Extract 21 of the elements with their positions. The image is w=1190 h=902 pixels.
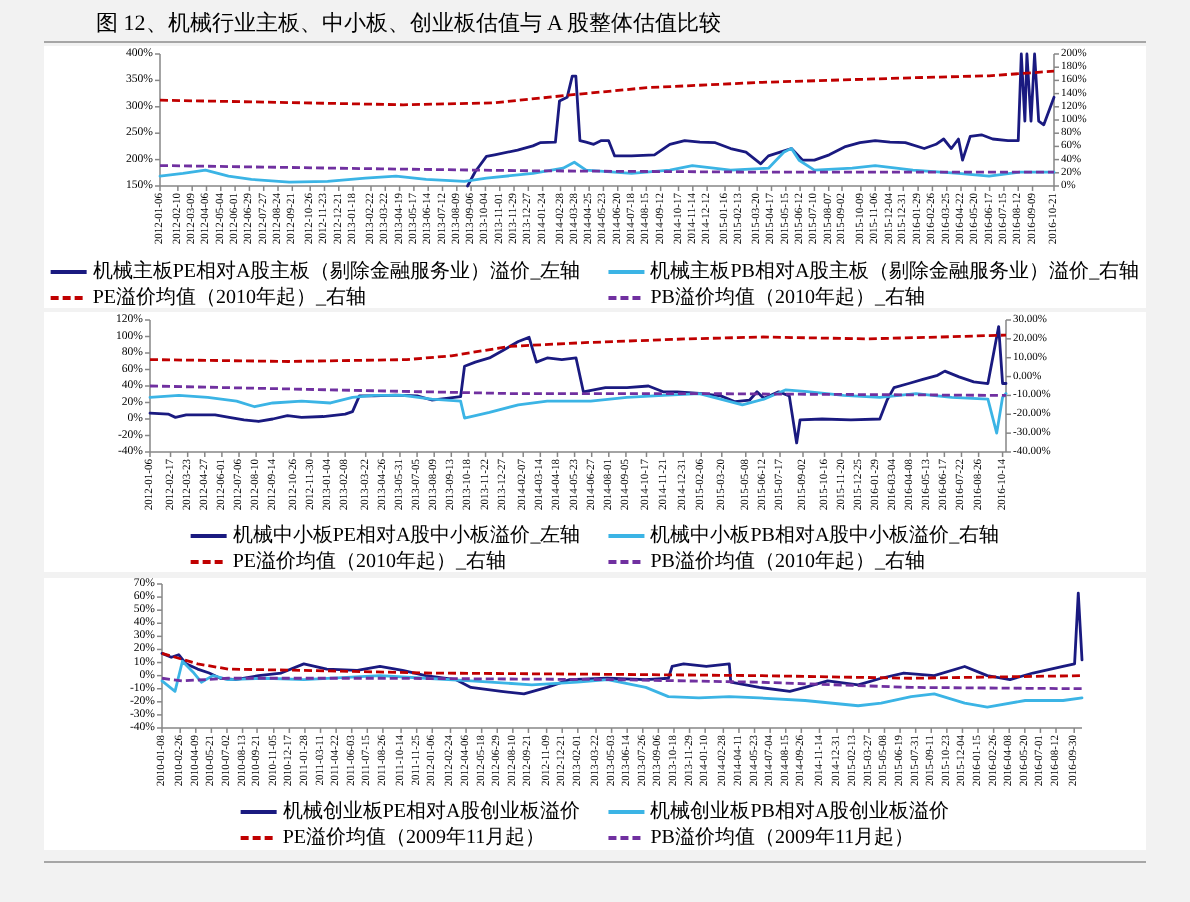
legend-label: PB溢价均值（2010年起）_右轴 — [650, 285, 925, 309]
line-series — [160, 659, 1084, 709]
legend-label: PB溢价均值（2009年11月起） — [650, 825, 915, 849]
legend-label: PE溢价均值（2009年11月起） — [282, 825, 546, 849]
line-series — [148, 333, 1008, 363]
legend-label: 机械中小板PE相对A股中小板溢价_左轴 — [232, 523, 581, 547]
legend-label: 机械中小板PB相对A股中小板溢价_右轴 — [650, 523, 1000, 547]
line-series — [158, 69, 1056, 107]
chart-title: 图 12、机械行业主板、中小板、创业板估值与 A 股整体估值比较 — [96, 10, 722, 36]
line-series — [160, 591, 1084, 696]
legend-label: 机械主板PB相对A股主板（剔除金融服务业）溢价_右轴 — [650, 259, 1140, 283]
legend-label: 机械主板PE相对A股主板（剔除金融服务业）溢价_左轴 — [92, 259, 581, 283]
legend-label: 机械创业板PE相对A股创业板溢价 — [282, 799, 581, 823]
legend-label: 机械创业板PB相对A股创业板溢价 — [650, 799, 950, 823]
line-series — [160, 651, 1084, 680]
legend-label: PB溢价均值（2010年起）_右轴 — [650, 549, 925, 573]
line-series — [148, 325, 1008, 445]
legend-label: PE溢价均值（2010年起）_右轴 — [92, 285, 366, 309]
line-series — [148, 388, 1008, 435]
legend-label: PE溢价均值（2010年起）_右轴 — [232, 549, 506, 573]
line-series — [466, 52, 1056, 188]
